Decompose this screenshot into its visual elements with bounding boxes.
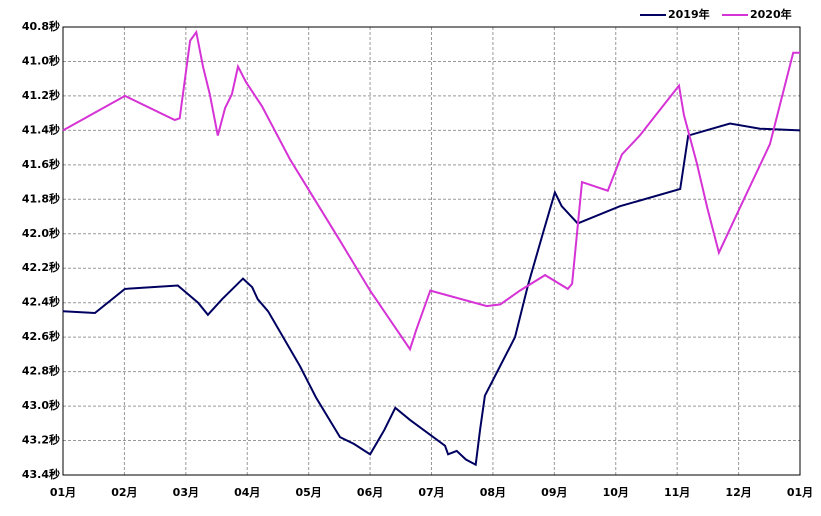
x-tick-label: 02月 <box>111 486 137 499</box>
y-tick-label: 42.4秒 <box>22 295 60 309</box>
legend-label: 2019年 <box>668 7 710 21</box>
legend-label: 2020年 <box>750 7 792 21</box>
x-tick-label: 04月 <box>234 486 260 499</box>
x-tick-label: 12月 <box>725 486 751 499</box>
plot-area <box>62 26 801 476</box>
y-tick-label: 42.2秒 <box>22 260 60 274</box>
y-tick-label: 41.0秒 <box>22 53 60 67</box>
x-tick-label: 10月 <box>603 486 629 499</box>
y-tick-label: 43.4秒 <box>22 467 60 481</box>
series-line <box>62 122 801 467</box>
x-tick-label: 08月 <box>480 486 506 499</box>
y-tick-label: 41.4秒 <box>22 122 60 136</box>
y-tick-label: 42.6秒 <box>22 329 60 343</box>
x-tick-label: 01月 <box>50 486 76 499</box>
x-tick-label: 07月 <box>418 486 444 499</box>
x-tick-label: 11月 <box>664 486 690 499</box>
x-tick-label: 05月 <box>296 486 322 499</box>
y-tick-label: 40.8秒 <box>22 19 60 33</box>
x-tick-label: 09月 <box>541 486 567 499</box>
series-line <box>62 29 800 352</box>
x-tick-label: 01月 <box>787 486 813 499</box>
y-tick-label: 41.8秒 <box>22 191 60 205</box>
y-tick-label: 41.2秒 <box>22 88 60 102</box>
plot-border <box>62 26 801 476</box>
y-tick-label: 42.8秒 <box>22 364 60 378</box>
x-tick-label: 06月 <box>357 486 383 499</box>
x-tick-label: 03月 <box>173 486 199 499</box>
y-tick-label: 43.0秒 <box>22 398 60 412</box>
y-tick-label: 42.0秒 <box>22 226 60 240</box>
y-tick-label: 43.2秒 <box>22 433 60 447</box>
y-tick-label: 41.6秒 <box>22 157 60 171</box>
